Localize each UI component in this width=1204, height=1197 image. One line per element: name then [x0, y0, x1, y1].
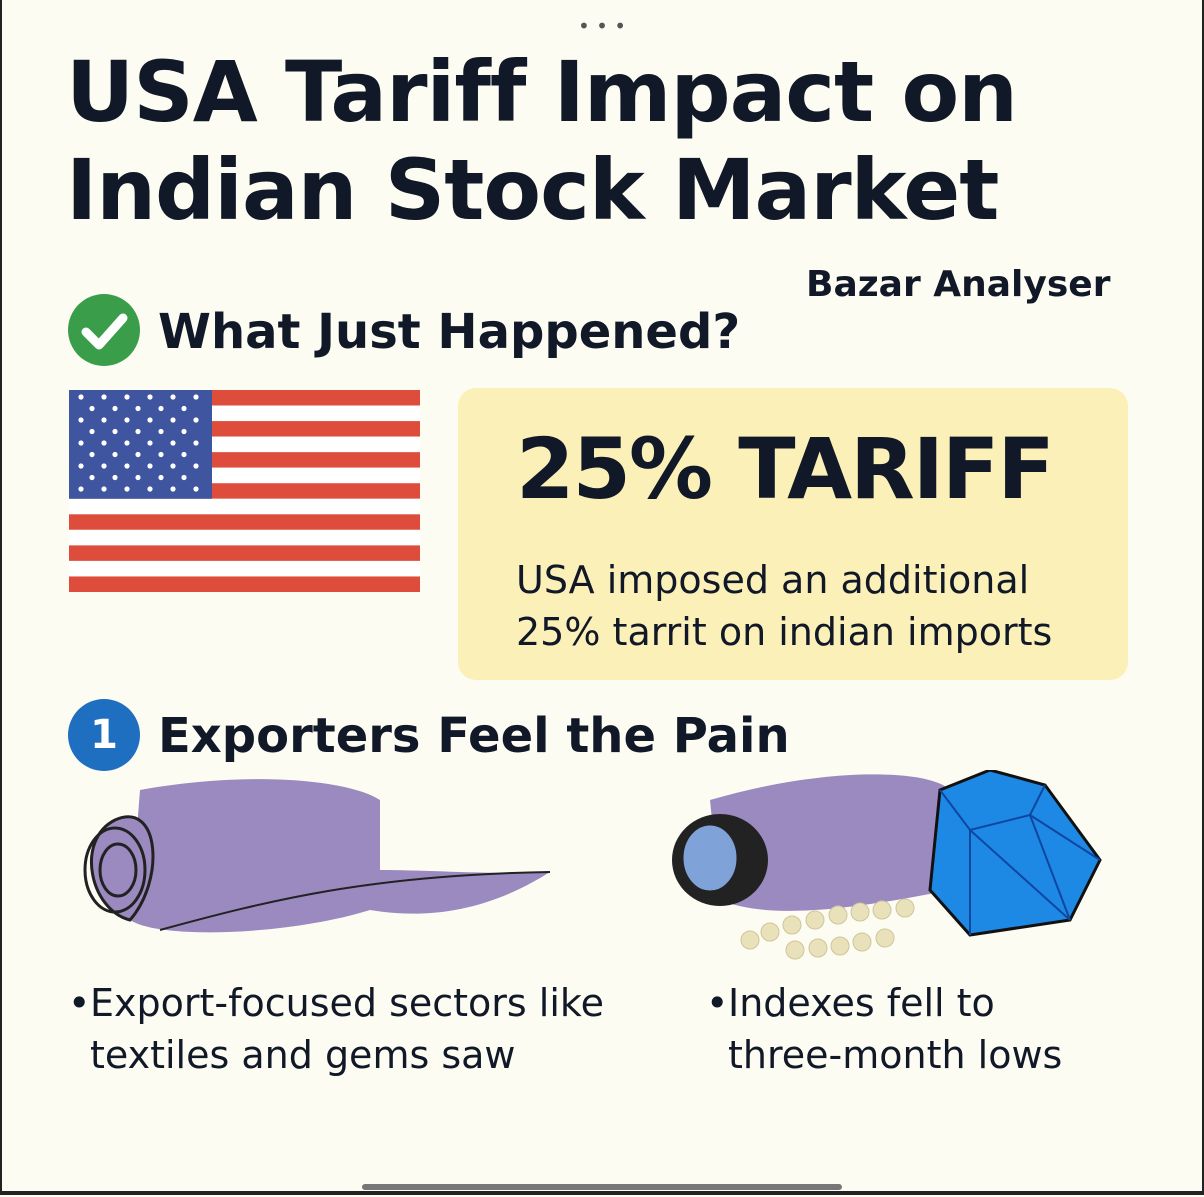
flag-part — [124, 417, 130, 423]
tariff-headline: 25% TARIFF — [516, 420, 1055, 518]
flag-part — [170, 486, 176, 492]
usa-flag — [69, 390, 420, 592]
flag-part — [193, 417, 199, 423]
flag-part — [158, 451, 164, 458]
flag-part — [78, 463, 84, 469]
menu-dots[interactable]: • • • — [578, 14, 627, 38]
flag-part — [181, 451, 187, 458]
brand: Bazar Analyser — [806, 264, 1111, 305]
flag-part — [78, 394, 84, 400]
illustrations — [83, 770, 1102, 960]
flag-part — [89, 428, 95, 435]
flag-part — [124, 463, 130, 469]
flag-part — [124, 486, 130, 492]
flag-part — [135, 474, 141, 481]
flag-part — [135, 428, 141, 435]
flag-part — [193, 394, 199, 400]
flag-part — [181, 405, 187, 412]
flag-part — [147, 486, 153, 492]
flag-part — [112, 451, 118, 458]
flag-part — [135, 451, 141, 458]
flag-part — [147, 440, 153, 446]
flag-part — [170, 440, 176, 446]
bullet-text: three-month lows — [728, 1033, 1063, 1077]
flag-part — [112, 428, 118, 435]
bullet-text: textiles and gems saw — [90, 1033, 516, 1077]
flag-part — [69, 560, 420, 577]
flag-part — [69, 514, 420, 530]
flag-part — [193, 463, 199, 469]
flag-part — [170, 394, 176, 400]
flag-part — [89, 405, 95, 412]
flag-part — [181, 428, 187, 435]
flag-part — [69, 576, 420, 592]
flag-part — [101, 440, 107, 446]
flag-part — [101, 463, 107, 469]
flag-part — [112, 474, 118, 481]
flag-part — [158, 428, 164, 435]
home-indicator — [362, 1184, 842, 1190]
flag-part — [78, 440, 84, 446]
flag-part — [89, 451, 95, 458]
flag-part — [193, 486, 199, 492]
flag-part — [112, 405, 118, 412]
title-line: USA Tariff Impact on — [66, 43, 1018, 141]
flag-part — [147, 394, 153, 400]
flag-part — [170, 463, 176, 469]
flag-part — [69, 390, 212, 499]
flag-part — [170, 417, 176, 423]
tariff-description: 25% tarrit on indian imports — [516, 610, 1053, 654]
tariff-box — [458, 388, 1128, 680]
flag-part — [78, 486, 84, 492]
flag-part — [69, 545, 420, 561]
flag-part — [124, 440, 130, 446]
flag-part — [147, 417, 153, 423]
flag-part — [193, 440, 199, 446]
check-icon — [68, 294, 140, 366]
badge-number: 1 — [90, 712, 118, 758]
number-badge: 1 — [68, 699, 140, 771]
title-line: Indian Stock Market — [66, 141, 999, 239]
bullet-text: Indexes fell to — [728, 981, 995, 1025]
flag-part — [78, 417, 84, 423]
flag-part — [89, 474, 95, 481]
tariff-description: USA imposed an additional — [516, 558, 1030, 602]
bullet: • — [706, 981, 729, 1025]
flag-part — [124, 394, 130, 400]
bullet: • — [68, 981, 91, 1025]
flag-part — [101, 486, 107, 492]
flag-part — [158, 405, 164, 412]
section-heading: What Just Happened? — [158, 304, 741, 360]
flag-part — [69, 529, 420, 546]
flag-part — [147, 463, 153, 469]
flag-part — [69, 498, 420, 515]
bullet-text: Export-focused sectors like — [90, 981, 604, 1025]
flag-part — [158, 474, 164, 481]
flag-part — [181, 474, 187, 481]
flag-part — [135, 405, 141, 412]
section-heading: Exporters Feel the Pain — [158, 708, 790, 764]
flag-part — [101, 394, 107, 400]
flag-part — [101, 417, 107, 423]
